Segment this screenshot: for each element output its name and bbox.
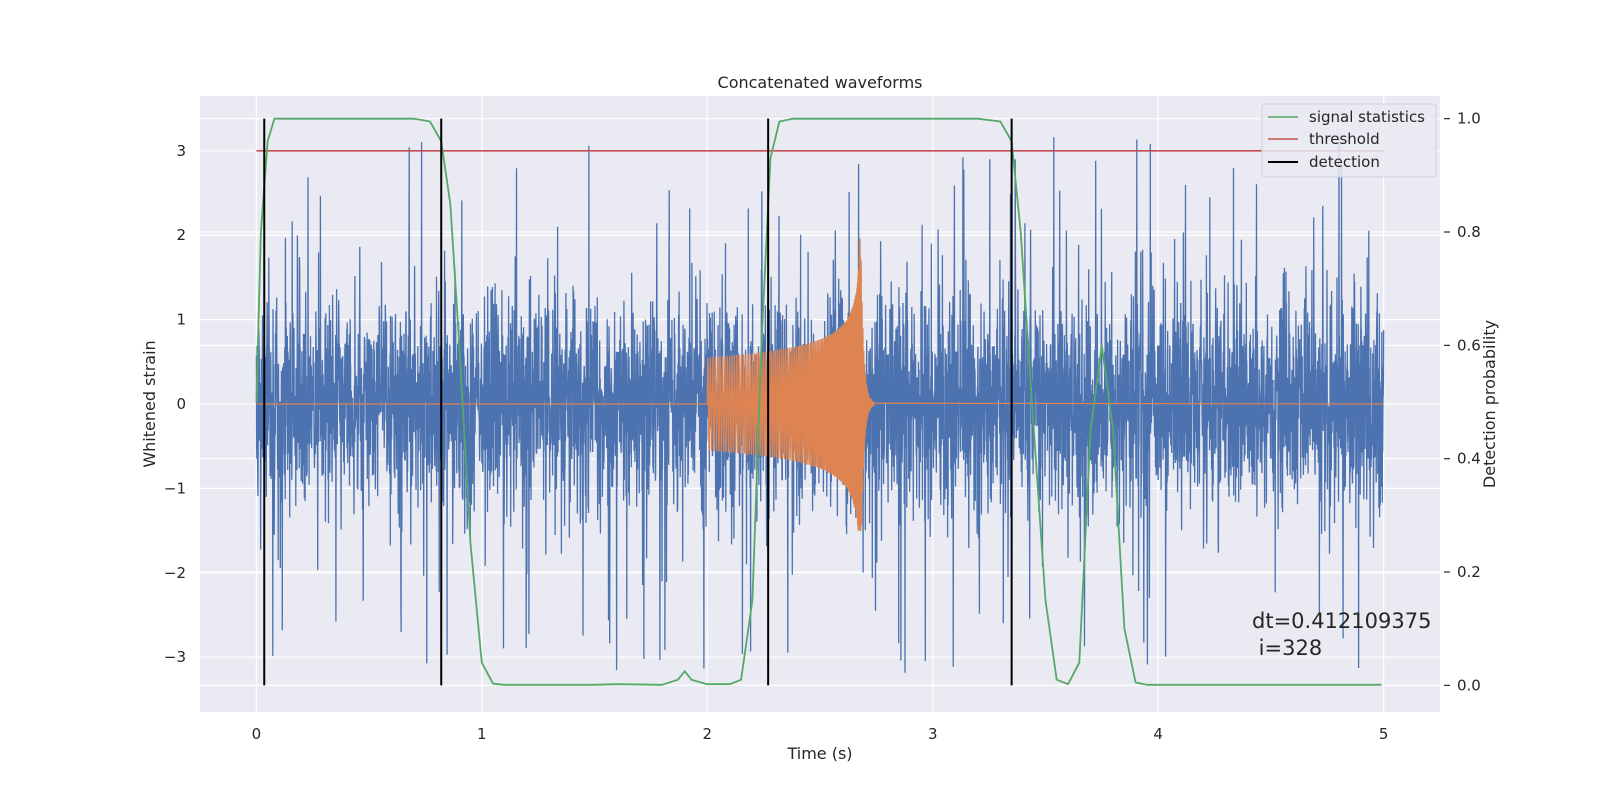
axes: 0 1 2 3 4 5 −3 −2 −1 0 1 2 3 0.0 0.2 0.4 0.6 0.8 1.0 bbox=[164, 110, 1481, 743]
x-tick-label: 5 bbox=[1379, 725, 1389, 743]
x-tick-label: 2 bbox=[702, 725, 712, 743]
x-axis-title: Time (s) bbox=[786, 744, 852, 763]
series-layer bbox=[255, 117, 1385, 686]
annotation-line-2: i=328 bbox=[1252, 636, 1322, 660]
y2-tick-label: 0.0 bbox=[1457, 676, 1481, 694]
y2-axis-title: Detection probability bbox=[1480, 320, 1499, 488]
y-axis-title: Whitened strain bbox=[140, 340, 159, 467]
y2-tick-label: 0.4 bbox=[1457, 450, 1481, 468]
y-tick-label: 3 bbox=[176, 142, 186, 160]
y-tick-label: −3 bbox=[164, 648, 186, 666]
chart-title: Concatenated waveforms bbox=[718, 73, 923, 92]
series-signal-statistics bbox=[255, 117, 1382, 686]
legend-box bbox=[1261, 103, 1437, 178]
annotation: dt=0.412109375 i=328 bbox=[1252, 609, 1431, 660]
annotation-line-1: dt=0.412109375 bbox=[1252, 609, 1431, 633]
y-tick-label: 1 bbox=[176, 311, 186, 329]
legend: signal statistics threshold detection bbox=[1261, 103, 1437, 178]
x-tick-label: 4 bbox=[1153, 725, 1163, 743]
y-tick-label: 2 bbox=[176, 226, 186, 244]
y2-tick-label: 1.0 bbox=[1457, 110, 1481, 128]
y2-tick-label: 0.2 bbox=[1457, 563, 1481, 581]
legend-label-detection: detection bbox=[1309, 153, 1380, 171]
y-tick-label: −2 bbox=[164, 564, 186, 582]
series-injected-chirp bbox=[256, 238, 1384, 532]
legend-label-signal-statistics: signal statistics bbox=[1309, 108, 1425, 126]
legend-label-threshold: threshold bbox=[1309, 130, 1380, 148]
y2-tick-label: 0.8 bbox=[1457, 223, 1481, 241]
x-tick-label: 3 bbox=[928, 725, 938, 743]
y2-tick-label: 0.6 bbox=[1457, 336, 1481, 354]
y-tick-label: 0 bbox=[176, 395, 186, 413]
y-tick-label: −1 bbox=[164, 479, 186, 497]
x-tick-label: 1 bbox=[477, 725, 487, 743]
x-tick-label: 0 bbox=[252, 725, 262, 743]
